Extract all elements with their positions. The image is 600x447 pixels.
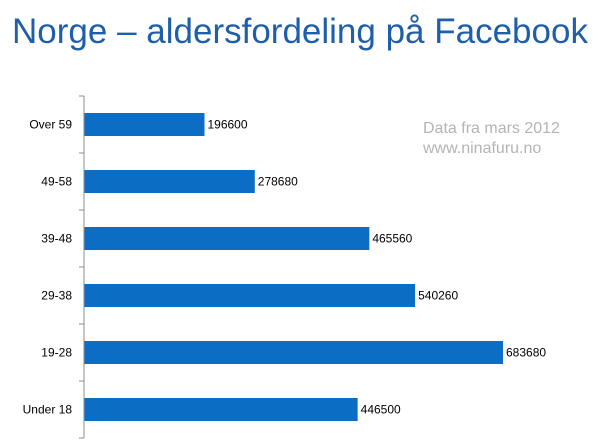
value-label: 278680 [258,175,298,189]
data-date-note: Data fra mars 2012 [423,120,560,137]
value-label: 465560 [372,232,412,246]
value-label: 540260 [418,289,458,303]
category-label: 29-38 [41,289,72,303]
source-url-note: www.ninafuru.no [423,140,542,157]
category-label: 39-48 [41,232,72,246]
page-title: Norge – aldersfordeling på Facebook [12,12,588,51]
category-label: 19-28 [41,346,72,360]
bar-39-48 [84,227,370,250]
bar-49-58 [84,170,255,193]
category-label: 49-58 [41,175,72,189]
category-label: Over 59 [29,118,72,132]
bar-29-38 [84,284,416,307]
bar-19-28 [84,341,503,364]
value-label: 683680 [506,346,546,360]
bar-over-59 [84,113,205,136]
value-label: 196600 [207,118,247,132]
category-label: Under 18 [23,403,73,417]
bar-under-18 [84,398,358,421]
value-label: 446500 [361,403,401,417]
